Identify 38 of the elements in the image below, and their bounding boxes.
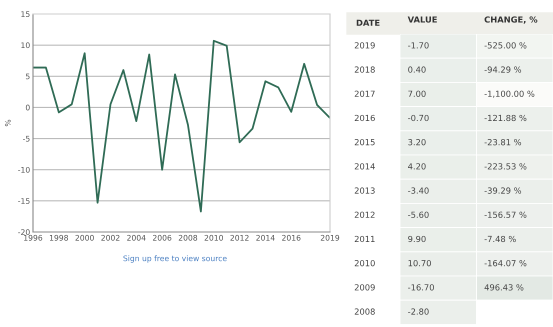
data-label: -0.70	[408, 114, 429, 122]
data-label: -525.00 %	[484, 42, 526, 49]
data-label: -156.57 %	[484, 212, 526, 218]
y-tick-label: 2018	[354, 66, 375, 73]
x-tick-label: VALUE	[408, 16, 437, 23]
data-label: -94.29 %	[484, 66, 522, 73]
data-label: 0.40	[408, 66, 426, 73]
data-label: 4.20	[408, 163, 426, 170]
data-label: -164.07 %	[484, 260, 526, 266]
data-label: -16.70	[408, 284, 434, 291]
y-tick-label: 2013	[354, 187, 375, 194]
data-label: -1,100.00 %	[484, 90, 534, 98]
data-label: 10.70	[408, 260, 431, 266]
y-axis-title: DATE	[356, 20, 380, 26]
data-label: -3.40	[408, 187, 429, 194]
data-label: -7.48 %	[484, 236, 516, 242]
data-label: 3.20	[408, 139, 426, 146]
y-tick-label: 2017	[354, 90, 375, 97]
data-label: -1.70	[408, 42, 429, 49]
data-label: -121.88 %	[484, 114, 526, 122]
y-tick-label: 2008	[354, 308, 375, 315]
data-label: 9.90	[408, 236, 426, 242]
data-label: -223.53 %	[484, 163, 526, 170]
data-label: -5.60	[408, 212, 429, 218]
data-label: 7.00	[408, 90, 426, 97]
data-label: -39.29 %	[484, 187, 522, 194]
y-tick-label: 2011	[354, 236, 375, 242]
y-tick-label: 2010	[354, 260, 375, 266]
y-tick-label: 2009	[354, 284, 375, 291]
data-label: -2.80	[408, 308, 429, 315]
y-tick-label: 2015	[354, 139, 375, 146]
data-label: 496.43 %	[484, 284, 524, 291]
y-tick-label: 2014	[354, 163, 375, 170]
x-tick-label: CHANGE, %	[484, 16, 538, 24]
y-tick-label: 2016	[354, 114, 375, 122]
data-label: -23.81 %	[484, 139, 522, 146]
y-tick-label: 2019	[354, 42, 375, 49]
y-tick-label: 2012	[354, 212, 375, 218]
